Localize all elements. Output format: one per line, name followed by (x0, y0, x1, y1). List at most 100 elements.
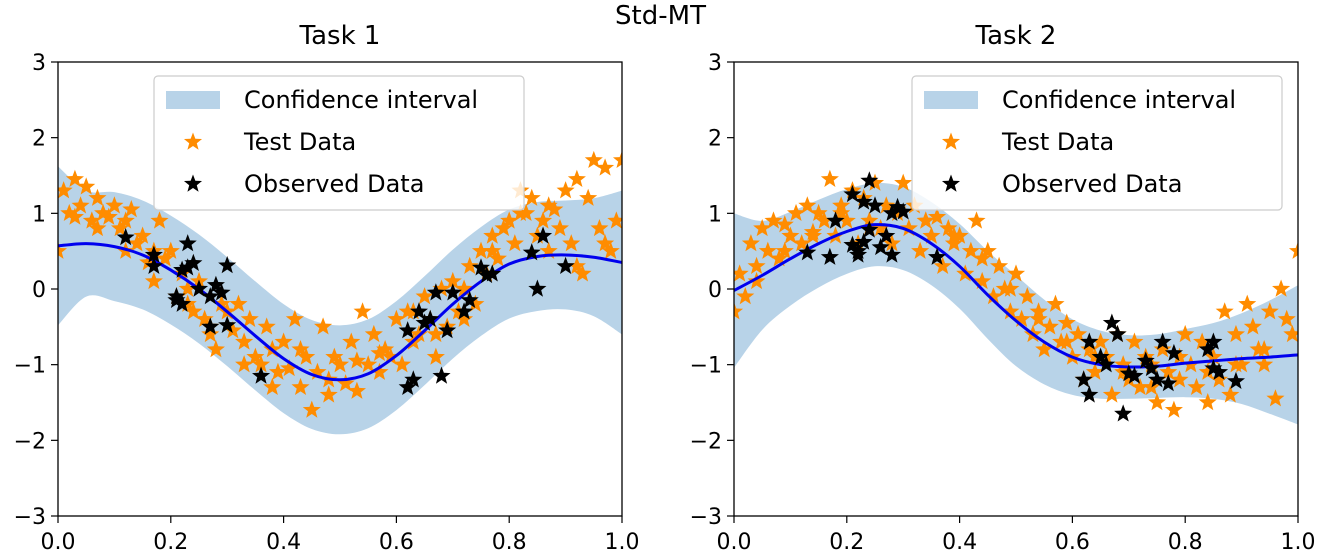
test-point (1018, 287, 1037, 305)
test-point (65, 207, 84, 225)
test-point (961, 241, 980, 259)
test-point (1012, 309, 1031, 327)
observed-point (206, 275, 225, 293)
test-point (353, 302, 372, 320)
x-tick-label: 0.4 (266, 530, 301, 555)
test-point (1091, 332, 1110, 350)
x-tick-label: 0.8 (492, 530, 527, 555)
x-tick-label: 0.2 (153, 530, 188, 555)
observed-point (843, 184, 862, 203)
test-point (443, 271, 462, 290)
observed-point (1125, 366, 1144, 384)
test-point (770, 249, 789, 267)
test-point (607, 211, 622, 229)
task-2-panel: Task 2 0.0 0.2 0.4 0.6 0.8 1.0 3 2 1 0 −1 −2 −3 Confi… (690, 21, 1316, 555)
test-point (612, 150, 622, 169)
test-point (747, 256, 766, 274)
test-point (1006, 264, 1026, 282)
observed-point (201, 317, 220, 335)
test-point (573, 264, 592, 282)
test-point (1283, 324, 1298, 343)
y-tick-label: 0 (32, 278, 46, 303)
test-point (815, 211, 834, 229)
x-tick-label: 0.2 (829, 530, 864, 555)
legend-observed-label: Observed Data (244, 170, 424, 198)
observed-point (404, 370, 423, 388)
test-point (1170, 370, 1189, 388)
test-point (1142, 377, 1161, 396)
x-tick-label: 0.4 (942, 530, 977, 555)
test-point (494, 218, 513, 237)
test-point (314, 317, 333, 335)
test-point (967, 211, 986, 229)
test-point (500, 211, 519, 229)
observed-point (1102, 313, 1121, 331)
test-point (990, 256, 1009, 274)
observed-point (421, 309, 440, 327)
observed-point (854, 192, 873, 210)
observed-point (398, 321, 417, 339)
test-point (280, 358, 299, 377)
test-point (1215, 302, 1234, 320)
legend-band-swatch (924, 91, 978, 109)
test-point (1046, 294, 1065, 312)
observed-point (1114, 404, 1133, 422)
test-point (584, 150, 603, 169)
test-point (342, 332, 361, 350)
test-point (984, 287, 1003, 305)
observed-point (1147, 370, 1167, 388)
test-point (455, 309, 474, 327)
test-point (1238, 294, 1257, 312)
observed-point (1204, 358, 1223, 377)
test-point (939, 218, 958, 237)
x-tick-label: 0.6 (379, 530, 414, 555)
test-point (58, 241, 68, 259)
observed-point (116, 228, 135, 246)
test-point (409, 324, 428, 343)
test-point (139, 253, 158, 271)
legend-observed-swatch (183, 174, 203, 192)
test-point (894, 173, 913, 191)
x-tick-label: 0.8 (1168, 530, 1203, 555)
observed-point (843, 235, 862, 253)
test-point (1153, 340, 1172, 358)
test-point (579, 188, 598, 206)
y-tick-label: −1 (14, 354, 46, 379)
test-point (973, 249, 992, 267)
test-point (916, 211, 935, 229)
test-point (1272, 279, 1291, 297)
test-point (370, 362, 389, 380)
observed-point (218, 315, 237, 334)
test-point (534, 211, 553, 229)
y-tick-label: 1 (32, 202, 46, 227)
test-point (511, 203, 530, 222)
test-point (71, 196, 90, 214)
test-point (1001, 302, 1020, 320)
x-tick-label: 0.0 (717, 530, 752, 555)
test-point (460, 256, 479, 274)
test-point (809, 203, 828, 222)
test-point (1288, 241, 1298, 259)
observed-point (882, 203, 901, 222)
test-point (319, 385, 338, 403)
test-point (257, 317, 276, 335)
test-point (325, 347, 344, 365)
x-tick-label: 0.0 (41, 530, 76, 555)
test-point (1198, 393, 1217, 411)
test-point (184, 302, 203, 320)
test-point (736, 287, 755, 305)
test-point (1193, 332, 1212, 350)
test-point (922, 226, 941, 244)
test-point (1221, 385, 1240, 403)
test-point (1226, 355, 1245, 373)
test-point (871, 218, 890, 237)
test-point (775, 215, 794, 233)
y-tick-label: −3 (14, 505, 46, 530)
test-point (973, 271, 992, 290)
legend: Confidence interval Test Data Observed Dat… (911, 75, 1283, 211)
observed-point (1159, 374, 1178, 392)
legend: Confidence interval Test Data Observed Dat… (153, 75, 525, 211)
test-point (99, 207, 118, 225)
test-point (263, 377, 282, 396)
test-point (1080, 340, 1099, 358)
